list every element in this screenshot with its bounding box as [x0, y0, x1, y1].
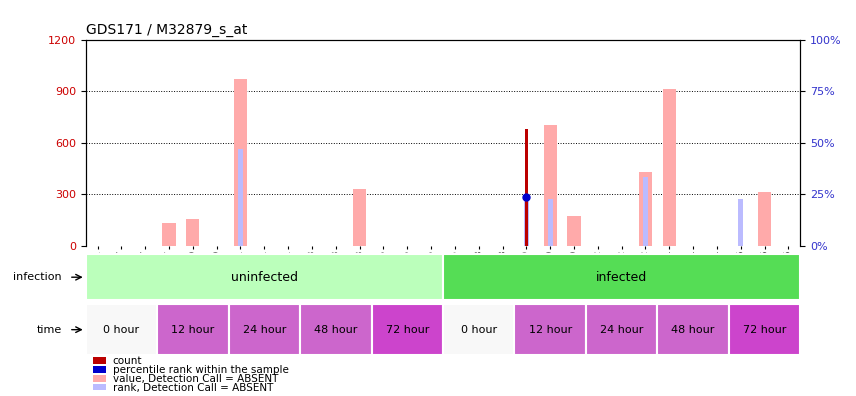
Text: infected: infected	[596, 271, 647, 284]
Text: 12 hour: 12 hour	[171, 325, 215, 335]
Text: 72 hour: 72 hour	[385, 325, 429, 335]
Bar	[92, 375, 105, 381]
Bar	[92, 366, 105, 373]
Bar	[86, 304, 158, 355]
Bar	[514, 304, 586, 355]
Bar	[300, 304, 372, 355]
Text: 48 hour: 48 hour	[314, 325, 358, 335]
Text: 24 hour: 24 hour	[242, 325, 286, 335]
Bar	[524, 194, 529, 246]
Bar	[163, 223, 175, 246]
Text: value, Detection Call = ABSENT: value, Detection Call = ABSENT	[113, 374, 278, 384]
Bar	[544, 126, 556, 246]
Bar	[372, 304, 443, 355]
Bar	[443, 254, 800, 300]
Text: percentile rank within the sample: percentile rank within the sample	[113, 365, 288, 375]
Text: 72 hour: 72 hour	[743, 325, 787, 335]
Text: 48 hour: 48 hour	[671, 325, 715, 335]
Bar	[234, 79, 247, 246]
Bar	[739, 199, 743, 246]
Text: infection: infection	[13, 272, 62, 282]
Text: count: count	[113, 356, 142, 366]
Bar	[92, 384, 105, 390]
Text: rank, Detection Call = ABSENT: rank, Detection Call = ABSENT	[113, 383, 273, 392]
Bar	[568, 216, 580, 246]
Text: GDS171 / M32879_s_at: GDS171 / M32879_s_at	[86, 23, 247, 37]
Bar	[657, 304, 728, 355]
Text: 0 hour: 0 hour	[104, 325, 140, 335]
Bar	[639, 172, 652, 246]
Bar	[238, 149, 243, 246]
Bar	[663, 89, 676, 246]
Bar	[92, 357, 105, 364]
Text: 24 hour: 24 hour	[600, 325, 644, 335]
Bar	[353, 189, 366, 246]
Bar	[158, 304, 229, 355]
Bar	[643, 177, 648, 246]
Bar	[229, 304, 300, 355]
Bar	[86, 254, 443, 300]
Bar	[525, 129, 528, 246]
Bar	[187, 219, 199, 246]
Bar	[586, 304, 657, 355]
Bar	[443, 304, 514, 355]
Text: uninfected: uninfected	[231, 271, 298, 284]
Bar	[728, 304, 800, 355]
Text: 0 hour: 0 hour	[461, 325, 496, 335]
Text: time: time	[37, 325, 62, 335]
Text: 12 hour: 12 hour	[528, 325, 572, 335]
Bar	[758, 192, 771, 246]
Bar	[548, 199, 553, 246]
